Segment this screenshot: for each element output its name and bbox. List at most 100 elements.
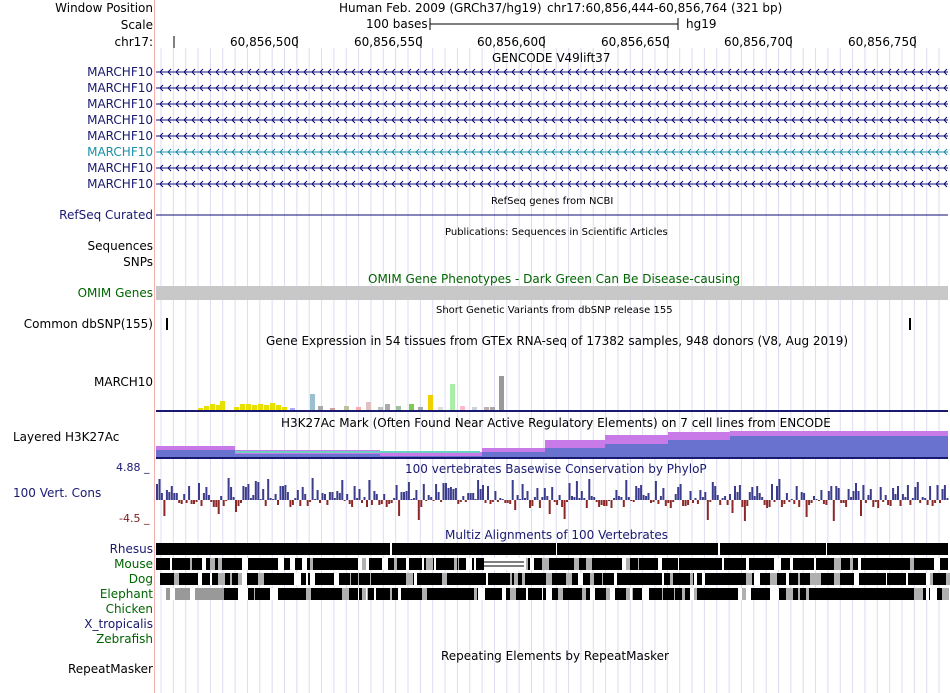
phylop-track-label[interactable]: 100 Vert. Cons <box>13 486 102 500</box>
phylop-bar-positive <box>583 498 586 500</box>
multiz-species-label[interactable]: Chicken <box>105 602 153 616</box>
multiz-species-label[interactable]: Mouse <box>114 557 153 571</box>
phylop-bar-positive <box>901 494 904 500</box>
multiz-mismatch <box>198 573 202 585</box>
multiz-species-label[interactable]: X_tropicalis <box>84 617 153 631</box>
multiz-mismatch <box>358 573 359 585</box>
phylop-bar-negative <box>931 500 934 506</box>
phylop-bar-positive <box>284 485 287 500</box>
multiz-mismatch <box>422 588 427 600</box>
multiz-mismatch <box>694 573 697 585</box>
repeatmasker-track-label[interactable]: RepeatMasker <box>67 662 153 676</box>
phylop-bar-positive <box>415 490 418 500</box>
snps-label[interactable]: SNPs <box>123 255 153 269</box>
phylop-bar-negative <box>840 500 843 503</box>
phylop-bar-positive <box>571 496 573 500</box>
gtex-tissue-bar <box>282 407 287 410</box>
gtex-tissue-bar <box>270 403 275 410</box>
phylop-bar-positive <box>333 498 336 500</box>
phylop-bar-positive <box>482 485 484 500</box>
phylop-bar-positive <box>617 496 620 500</box>
phylop-bar-positive <box>753 496 756 500</box>
phylop-bar-negative <box>440 500 443 502</box>
phylop-bar-positive <box>412 498 415 500</box>
phylop-bar-negative <box>319 500 321 503</box>
refseq-track-label[interactable]: RefSeq Curated <box>59 208 153 222</box>
gtex-tissue-bar <box>246 404 251 410</box>
omim-track-label[interactable]: OMIM Genes <box>77 286 153 300</box>
phylop-bar-positive <box>558 495 561 500</box>
h3k27ac-track-label[interactable]: Layered H3K27Ac <box>13 430 120 444</box>
multiz-mismatch <box>678 558 679 570</box>
phylop-bar-positive <box>694 498 697 500</box>
phylop-bar-negative <box>548 500 551 514</box>
multiz-alignment-block <box>160 573 946 585</box>
multiz-mismatch <box>786 573 789 585</box>
phylop-bar-positive <box>795 486 798 500</box>
gencode-transcript-label[interactable]: MARCHF10 <box>87 65 153 79</box>
gtex-tissue-bar <box>330 408 335 410</box>
multiz-species-label[interactable]: Rhesus <box>109 542 153 556</box>
publications-track-label[interactable]: Sequences <box>87 239 153 253</box>
phylop-bar-negative <box>489 500 492 504</box>
gencode-transcript-label[interactable]: MARCHF10 <box>87 129 153 143</box>
multiz-mismatch <box>502 588 506 600</box>
dbsnp-track-label[interactable]: Common dbSNP(155) <box>23 317 153 331</box>
multiz-mismatch <box>526 588 528 600</box>
multiz-mismatch <box>406 573 413 585</box>
gencode-transcript-label[interactable]: MARCHF10 <box>87 113 153 127</box>
multiz-mismatch <box>370 573 371 585</box>
phylop-bar-positive <box>704 492 707 500</box>
phylop-bar-positive <box>521 484 524 500</box>
multiz-mismatch <box>414 573 417 585</box>
phylop-bar-positive <box>296 490 299 500</box>
multiz-mismatch <box>662 573 664 585</box>
multiz-mismatch <box>814 573 821 585</box>
phylop-bar-positive <box>830 486 833 500</box>
phylop-bar-positive <box>924 498 927 500</box>
gencode-transcript-label[interactable]: MARCHF10 <box>87 97 153 111</box>
phylop-bar-positive <box>541 497 544 500</box>
transcript-strand-arrows <box>159 84 948 92</box>
multiz-mismatch <box>170 588 175 600</box>
phylop-bar-positive <box>346 494 349 500</box>
phylop-bar-positive <box>462 496 465 500</box>
phylop-bar-negative <box>810 500 813 503</box>
gencode-transcript-label[interactable]: MARCHF10 <box>87 177 153 191</box>
multiz-mismatch <box>742 588 748 600</box>
multiz-mismatch <box>702 573 705 585</box>
phylop-bar-positive <box>776 486 778 500</box>
multiz-mismatch <box>682 588 685 600</box>
multiz-mismatch <box>722 558 724 570</box>
gtex-tissue-bar <box>378 407 383 410</box>
phylop-bar-negative <box>622 500 625 507</box>
multiz-mismatch <box>626 588 633 600</box>
multiz-species-label[interactable]: Elephant <box>99 587 153 601</box>
gencode-transcript-label[interactable]: MARCHF10 <box>87 81 153 95</box>
multiz-species-label[interactable]: Zebrafish <box>96 632 153 646</box>
gtex-track-label[interactable]: MARCH10 <box>94 375 153 389</box>
multiz-mismatch <box>522 558 528 570</box>
phylop-bar-negative <box>378 500 381 505</box>
multiz-mismatch <box>582 588 586 600</box>
multiz-mismatch <box>814 558 816 570</box>
phylop-bar-negative <box>706 500 709 520</box>
gtex-tissue-bar <box>198 408 203 410</box>
phylop-bar-negative <box>687 500 690 505</box>
multiz-species-label[interactable]: Dog <box>128 572 153 586</box>
multiz-mismatch <box>358 588 359 600</box>
phylop-bar-positive <box>647 493 650 500</box>
multiz-mismatch <box>658 558 662 570</box>
phylop-bar-positive <box>269 498 272 500</box>
multiz-mismatch <box>190 588 195 600</box>
phylop-max-label: 4.88 _ <box>116 461 150 474</box>
phylop-bar-positive <box>637 488 640 500</box>
gencode-transcript-label-highlighted[interactable]: MARCHF10 <box>87 145 153 159</box>
phylop-bar-positive <box>383 494 386 500</box>
phylop-bar-negative <box>763 500 766 505</box>
phylop-bar-negative <box>726 500 729 505</box>
gencode-transcript-label[interactable]: MARCHF10 <box>87 161 153 175</box>
phylop-bar-negative <box>860 500 862 516</box>
phylop-bar-negative <box>193 500 195 504</box>
